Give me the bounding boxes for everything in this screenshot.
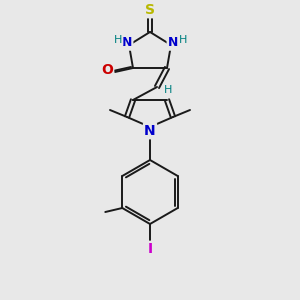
Text: N: N [168, 37, 178, 50]
Text: I: I [147, 242, 153, 256]
Text: H: H [114, 35, 122, 45]
Text: N: N [144, 124, 156, 138]
Text: S: S [145, 3, 155, 17]
Text: N: N [122, 37, 132, 50]
Text: O: O [101, 63, 113, 77]
Text: H: H [164, 85, 172, 95]
Text: H: H [179, 35, 187, 45]
